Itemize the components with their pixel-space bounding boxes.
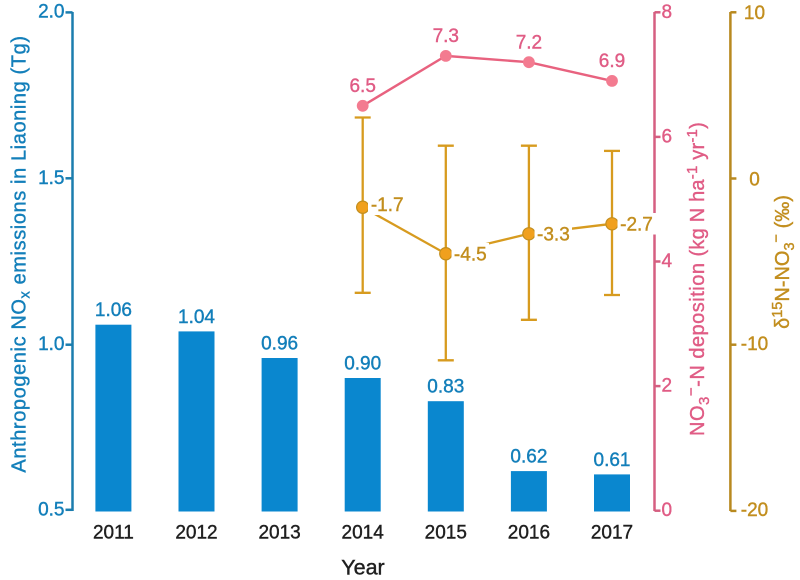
svg-text:-4.5: -4.5 <box>454 245 487 266</box>
svg-text:2016: 2016 <box>508 522 550 543</box>
svg-text:0: 0 <box>662 500 673 521</box>
svg-text:2011: 2011 <box>93 522 134 543</box>
svg-text:1.04: 1.04 <box>178 307 215 328</box>
svg-text:8: 8 <box>662 2 673 23</box>
svg-text:2014: 2014 <box>342 522 385 543</box>
svg-text:7.3: 7.3 <box>433 26 459 47</box>
svg-text:0.62: 0.62 <box>510 447 547 468</box>
svg-text:-10: -10 <box>741 334 768 355</box>
svg-text:-2.7: -2.7 <box>620 215 653 236</box>
svg-text:1.5: 1.5 <box>38 168 64 189</box>
svg-text:1.06: 1.06 <box>95 300 132 321</box>
svg-text:2: 2 <box>662 376 673 397</box>
svg-text:4: 4 <box>662 251 673 272</box>
svg-text:7.2: 7.2 <box>516 33 542 54</box>
svg-text:-1.7: -1.7 <box>371 195 404 216</box>
svg-text:6: 6 <box>662 126 673 147</box>
svg-text:2015: 2015 <box>425 522 467 543</box>
svg-text:NO3−-N deposition (kg N ha-1 y: NO3−-N deposition (kg N ha-1 yr-1) <box>683 122 713 436</box>
svg-text:2013: 2013 <box>258 522 300 543</box>
svg-text:2012: 2012 <box>175 522 217 543</box>
svg-text:Anthropogenic NOx emissions in: Anthropogenic NOx emissions in Liaoning … <box>9 35 34 472</box>
svg-text:Year: Year <box>341 556 384 580</box>
svg-text:0.90: 0.90 <box>344 354 381 375</box>
svg-text:1.0: 1.0 <box>38 334 64 355</box>
svg-text:2017: 2017 <box>591 522 633 543</box>
svg-text:6.5: 6.5 <box>349 76 375 97</box>
svg-text:2.0: 2.0 <box>38 2 64 23</box>
svg-text:-3.3: -3.3 <box>537 225 570 246</box>
svg-text:0.61: 0.61 <box>594 450 631 471</box>
svg-text:-20: -20 <box>741 500 768 521</box>
svg-text:6.9: 6.9 <box>599 51 625 72</box>
svg-text:0.83: 0.83 <box>427 377 464 398</box>
svg-text:0: 0 <box>749 169 760 190</box>
svg-text:0.5: 0.5 <box>38 499 64 520</box>
svg-text:10: 10 <box>744 3 765 24</box>
svg-text:0.96: 0.96 <box>261 334 298 355</box>
